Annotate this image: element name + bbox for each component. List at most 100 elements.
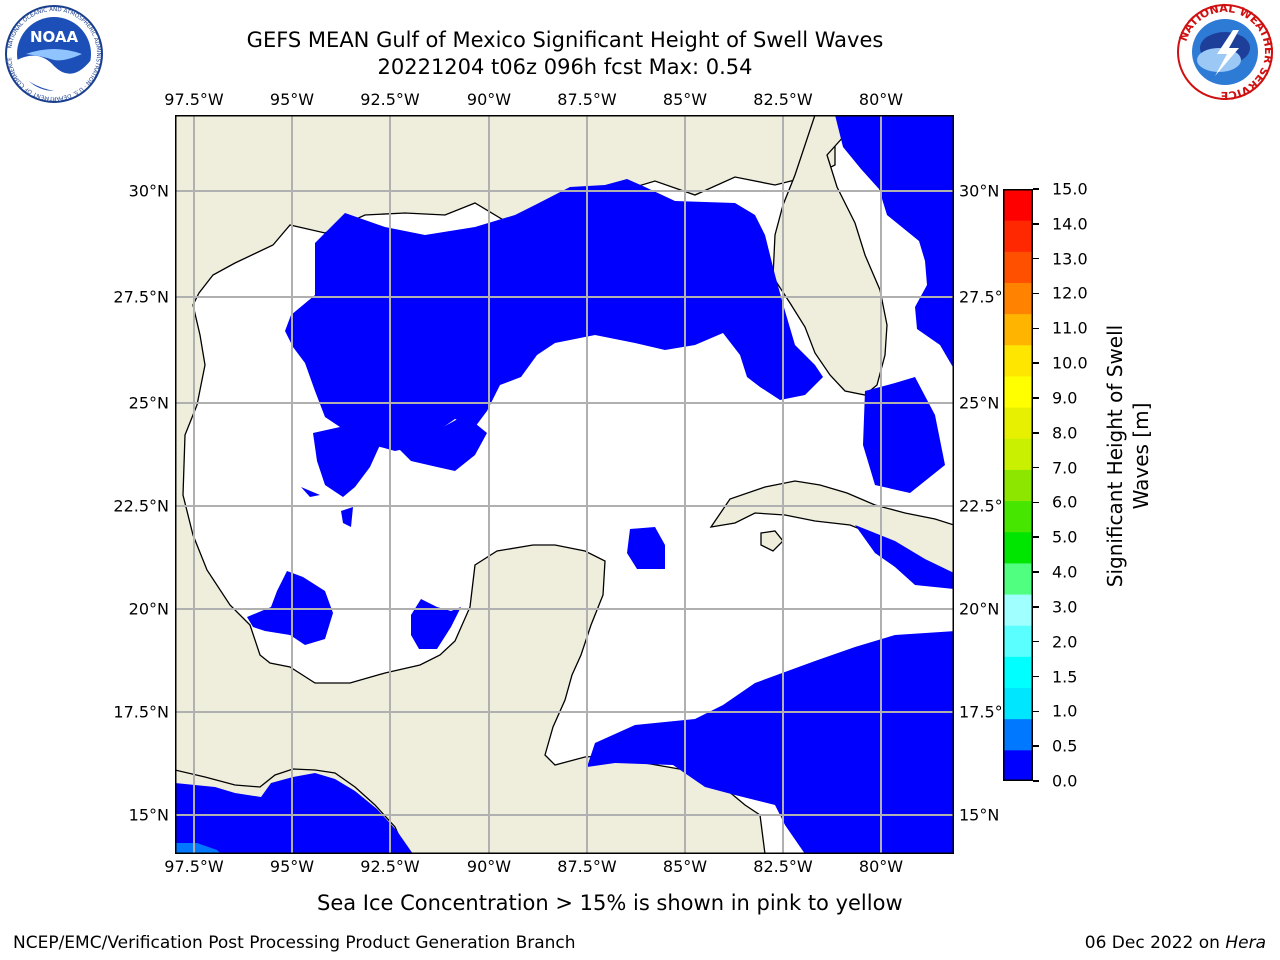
map-graticule: [175, 115, 954, 854]
colorbar-tick-label: 14.0: [1052, 214, 1088, 234]
colorbar-tick-mark: [1033, 536, 1039, 538]
colorbar-tick-label: 8.0: [1052, 423, 1078, 443]
colorbar-tick-mark: [1033, 501, 1039, 504]
colorbar-tick-mark: [1033, 188, 1039, 190]
colorbar-band: [1003, 375, 1033, 408]
colorbar-band: [1003, 625, 1033, 657]
colorbar-frame: [1003, 189, 1033, 781]
lon-tick-bottom: 82.5°W: [753, 857, 813, 876]
colorbar-band: [1003, 531, 1033, 564]
colorbar-tick-mark: [1033, 257, 1039, 260]
noaa-logo-text: NOAA: [30, 28, 79, 46]
colorbar-tick-mark: [1033, 223, 1039, 225]
lon-tick-top: 82.5°W: [753, 90, 813, 109]
map-title-line2: 20221204 t06z 096h fcst Max: 0.54: [377, 55, 753, 79]
colorbar-tick-label: 11.0: [1052, 318, 1088, 338]
colorbar-band: [1003, 313, 1033, 346]
lat-tick-left: 15°N: [128, 805, 169, 825]
colorbar-band: [1003, 718, 1033, 751]
colorbar-band: [1003, 220, 1033, 252]
lon-tick-bottom: 97.5°W: [164, 857, 224, 876]
colorbar-tick-mark: [1033, 745, 1039, 747]
lon-tick-top: 92.5°W: [360, 90, 420, 109]
colorbar-tick-label: 4.0: [1052, 562, 1078, 582]
lon-tick-top: 85°W: [662, 90, 708, 109]
colorbar-tick-label: 7.0: [1052, 458, 1078, 478]
colorbar-band: [1003, 594, 1033, 626]
colorbar-band: [1003, 469, 1033, 502]
colorbar-band: [1003, 562, 1033, 595]
lat-tick-right: 15°N: [959, 805, 1000, 825]
colorbar-tick-mark: [1033, 780, 1039, 782]
colorbar-tick-label: 6.0: [1052, 492, 1078, 512]
colorbar-tick-label: 13.0: [1052, 249, 1088, 269]
colorbar-tick-mark: [1033, 466, 1039, 469]
colorbar-tick-mark: [1033, 606, 1039, 608]
map-title-line1: GEFS MEAN Gulf of Mexico Significant Hei…: [246, 28, 884, 52]
colorbar-tick-label: 2.0: [1052, 632, 1078, 652]
swell-caribbean: [587, 631, 954, 854]
swell-field: [175, 115, 954, 854]
colorbar-tick-mark: [1033, 710, 1039, 713]
swell-patch-2: [397, 415, 487, 471]
lon-tick-top: 97.5°W: [164, 90, 224, 109]
lat-tick-right: 20°N: [959, 599, 1000, 619]
colorbar-tick-label: 1.0: [1052, 701, 1078, 721]
lat-tick-left: 22.5°N: [113, 496, 169, 516]
colorbar-tick-label: 15.0: [1052, 179, 1088, 199]
lat-tick-right: 27.5°N: [959, 287, 1015, 307]
colorbar-band: [1003, 500, 1033, 533]
colorbar-band: [1003, 344, 1033, 377]
colorbar-label-line1: Significant Height of Swell: [1103, 324, 1127, 588]
noaa-logo: NOAA NATIONAL OCEANIC AND ATMOSPHERIC AD…: [4, 4, 104, 104]
map-frame: [175, 115, 954, 854]
swell-patch-3: [301, 487, 320, 497]
lon-tick-top: 95°W: [269, 90, 315, 109]
land-isla-juventud: [760, 530, 784, 552]
swell-patch-1: [313, 427, 380, 497]
lon-tick-bottom: 85°W: [662, 857, 708, 876]
lon-tick-bottom: 87.5°W: [557, 857, 617, 876]
colorbar-band: [1003, 282, 1033, 315]
footer-date-text: 06 Dec 2022 on: [1084, 933, 1220, 953]
colorbar-tick-label: 5.0: [1052, 527, 1078, 547]
colorbar-band: [1003, 749, 1033, 781]
colorbar-band: [1003, 687, 1033, 720]
swell-patch-7: [627, 527, 665, 569]
colorbar-tick-mark: [1033, 292, 1039, 295]
sea-ice-note: Sea Ice Concentration > 15% is shown in …: [317, 891, 903, 915]
swell-patch-6: [411, 599, 461, 649]
colorbar-band: [1003, 251, 1033, 283]
colorbar-tick-label: 3.0: [1052, 597, 1078, 617]
colorbar-tick-mark: [1033, 327, 1039, 330]
swell-map: [175, 115, 954, 854]
colorbar-tick-label: 10.0: [1052, 353, 1088, 373]
lat-tick-left: 25°N: [128, 393, 169, 413]
lat-tick-right: 22.5°N: [959, 496, 1015, 516]
lon-tick-bottom: 90°W: [466, 857, 512, 876]
swell-patch-4: [341, 507, 353, 527]
lon-tick-top: 90°W: [466, 90, 512, 109]
lat-tick-left: 17.5°N: [113, 702, 169, 722]
colorbar-tick-label: 1.5: [1052, 667, 1078, 687]
swell-gulf-honduras: [175, 773, 413, 854]
swell-florida-straits: [863, 377, 945, 493]
lat-tick-left: 30°N: [128, 181, 169, 201]
colorbar-tick-mark: [1033, 640, 1039, 643]
footer-date: 06 Dec 2022 on Hera: [1085, 933, 1266, 953]
colorbar-tick-mark: [1033, 675, 1039, 678]
colorbar-tick-mark: [1033, 432, 1039, 434]
colorbar-tick-label: 0.5: [1052, 736, 1078, 756]
nws-logo: NATIONAL WEATHER SERVICE: [1175, 2, 1275, 102]
footer-machine: Hera: [1225, 933, 1266, 953]
colorbar-tick-label: 9.0: [1052, 388, 1078, 408]
lon-tick-bottom: 80°W: [858, 857, 904, 876]
lat-tick-left: 27.5°N: [113, 287, 169, 307]
lon-tick-bottom: 95°W: [269, 857, 315, 876]
colorbar-label: Significant Height of Swell Waves [m]: [1102, 296, 1154, 616]
colorbar-bands: [1003, 189, 1033, 781]
colorbar: [1003, 189, 1033, 781]
lat-tick-right: 30°N: [959, 181, 1000, 201]
lat-tick-left: 20°N: [128, 599, 169, 619]
colorbar-band: [1003, 407, 1033, 439]
